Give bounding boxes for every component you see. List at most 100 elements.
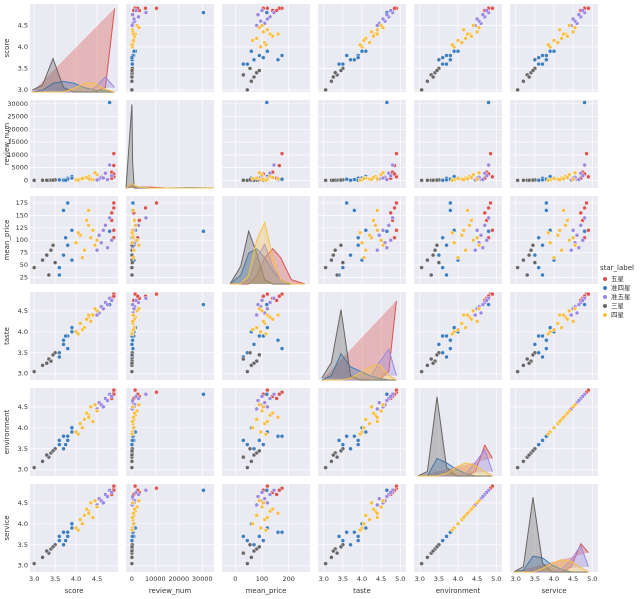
scatter-point [367, 517, 372, 522]
scatter-point [455, 38, 461, 43]
scatter-point [484, 238, 489, 243]
scatter-point [50, 448, 56, 454]
scatter-point [355, 55, 361, 60]
kde-curve [230, 220, 305, 285]
scatter-point [375, 23, 380, 28]
scatter-point [131, 49, 137, 54]
scatter-point [338, 448, 344, 454]
scatter-point [241, 72, 246, 78]
scatter-point [40, 555, 45, 560]
scatter-point [105, 302, 110, 307]
scatter-point [394, 483, 399, 489]
scatter-point [129, 561, 135, 566]
scatter-point [580, 394, 585, 399]
scatter-point [103, 223, 108, 228]
scatter-point [331, 548, 336, 554]
scatter-point [65, 433, 70, 439]
scatter-point [432, 247, 438, 253]
scatter-point [57, 354, 62, 360]
scatter-point [363, 429, 369, 435]
scatter-point [254, 325, 259, 330]
scatter-point [429, 272, 434, 278]
scatter-point [251, 548, 257, 554]
panel-background [222, 196, 310, 284]
y-tick-label: 3.0 [18, 466, 28, 474]
scatter-point [271, 296, 277, 301]
scatter-point [576, 245, 582, 250]
scatter-point [388, 238, 393, 243]
scatter-point [69, 329, 75, 335]
scatter-point [459, 321, 465, 326]
scatter-point [130, 260, 135, 265]
scatter-point [361, 176, 367, 181]
scatter-point [474, 177, 480, 182]
scatter-point [570, 228, 576, 233]
scatter-point [84, 317, 89, 322]
scatter-point [63, 333, 68, 339]
legend-label: 准四星 [611, 283, 631, 292]
scatter-point [263, 527, 269, 533]
scatter-point [94, 247, 100, 253]
scatter-point [357, 230, 363, 235]
y-tick-label: 4.5 [18, 21, 28, 29]
scatter-point [111, 228, 117, 233]
scatter-point [344, 176, 349, 182]
scatter-point [132, 387, 138, 393]
scatter-point [515, 265, 520, 270]
scatter-point [544, 200, 549, 206]
scatter-point [555, 40, 561, 45]
x-axis-label: taste [353, 587, 371, 595]
scatter-point [131, 255, 136, 260]
scatter-point [515, 178, 520, 183]
scatter-point [261, 29, 266, 35]
scatter-point [101, 175, 106, 181]
legend-marker [603, 286, 607, 290]
scatter-point [129, 352, 135, 358]
kde-curve [321, 352, 397, 381]
scatter-point [259, 394, 265, 399]
scatter-point [101, 404, 106, 410]
scatter-point [61, 208, 66, 213]
scatter-point [86, 511, 91, 516]
scatter-point [515, 87, 520, 93]
scatter-point [129, 272, 135, 278]
scatter-point [355, 438, 361, 443]
scatter-point [555, 321, 561, 326]
scatter-point [469, 218, 474, 223]
x-tick-label: 4.5 [92, 575, 102, 583]
scatter-point [375, 208, 380, 213]
scatter-point [451, 49, 457, 54]
scatter-point [63, 538, 68, 543]
x-tick-label: 100 [256, 575, 268, 583]
scatter-point [344, 433, 349, 439]
scatter-point [570, 177, 576, 182]
x-tick-label: 4.0 [357, 575, 367, 583]
scatter-point [547, 49, 553, 54]
y-tick-label: 3.0 [18, 562, 28, 570]
scatter-point [130, 235, 136, 240]
scatter-point [378, 408, 384, 414]
scatter-point [559, 247, 564, 253]
scatter-point [92, 498, 98, 503]
scatter-point [569, 247, 574, 253]
scatter-point [572, 402, 578, 407]
scatter-point [480, 245, 486, 250]
scatter-point [363, 417, 369, 422]
panel-background [126, 388, 214, 476]
scatter-point [361, 255, 367, 260]
scatter-point [380, 243, 386, 248]
scatter-point [486, 215, 491, 221]
scatter-point [258, 429, 263, 435]
scatter-point [375, 31, 380, 37]
scatter-point [129, 369, 135, 374]
scatter-point [90, 312, 96, 318]
y-tick-label: 150 [16, 211, 28, 219]
scatter-point [528, 247, 534, 253]
scatter-point [557, 228, 562, 233]
y-tick-label: 100 [16, 236, 28, 244]
scatter-point [261, 500, 266, 506]
scatter-point [334, 272, 340, 278]
scatter-point [132, 506, 137, 512]
scatter-point [257, 448, 262, 454]
scatter-point [105, 398, 110, 403]
